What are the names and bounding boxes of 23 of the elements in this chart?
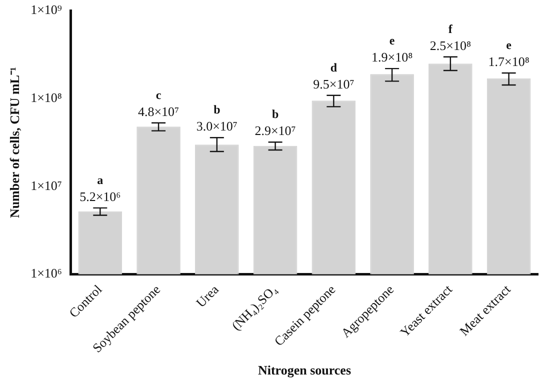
annotation: f xyxy=(448,22,454,36)
annotation: d xyxy=(330,60,338,74)
y-tick-label: 1×10⁹ xyxy=(30,2,62,18)
annotation: e xyxy=(506,38,512,52)
data-label: 2.9×10⁷ xyxy=(254,123,296,138)
data-label: 5.2×10⁶ xyxy=(80,188,121,204)
y-tick-label: 1×10⁷ xyxy=(30,178,62,193)
x-tick-label: Urea xyxy=(192,282,222,310)
data-label: 4.8×10⁷ xyxy=(138,104,180,119)
annotation: b xyxy=(272,107,279,122)
data-label: 1.7×10⁸ xyxy=(488,54,530,69)
y-axis-title: Number of cells, CFU mL⁻¹ xyxy=(7,66,22,218)
annotation: e xyxy=(389,34,396,48)
x-axis-title: Nitrogen sources xyxy=(258,362,352,378)
data-label: 1.9×10⁸ xyxy=(371,49,414,64)
y-tick-label: 1×10⁸ xyxy=(30,90,62,106)
annotation: a xyxy=(97,173,104,188)
data-label: 2.5×10⁸ xyxy=(430,38,472,53)
annotation: b xyxy=(214,102,221,117)
data-label: 3.0×10⁷ xyxy=(196,118,238,134)
annotation: c xyxy=(156,88,162,102)
data-label: 9.5×10⁷ xyxy=(313,76,354,92)
y-tick-label: 1×10⁶ xyxy=(30,266,62,281)
